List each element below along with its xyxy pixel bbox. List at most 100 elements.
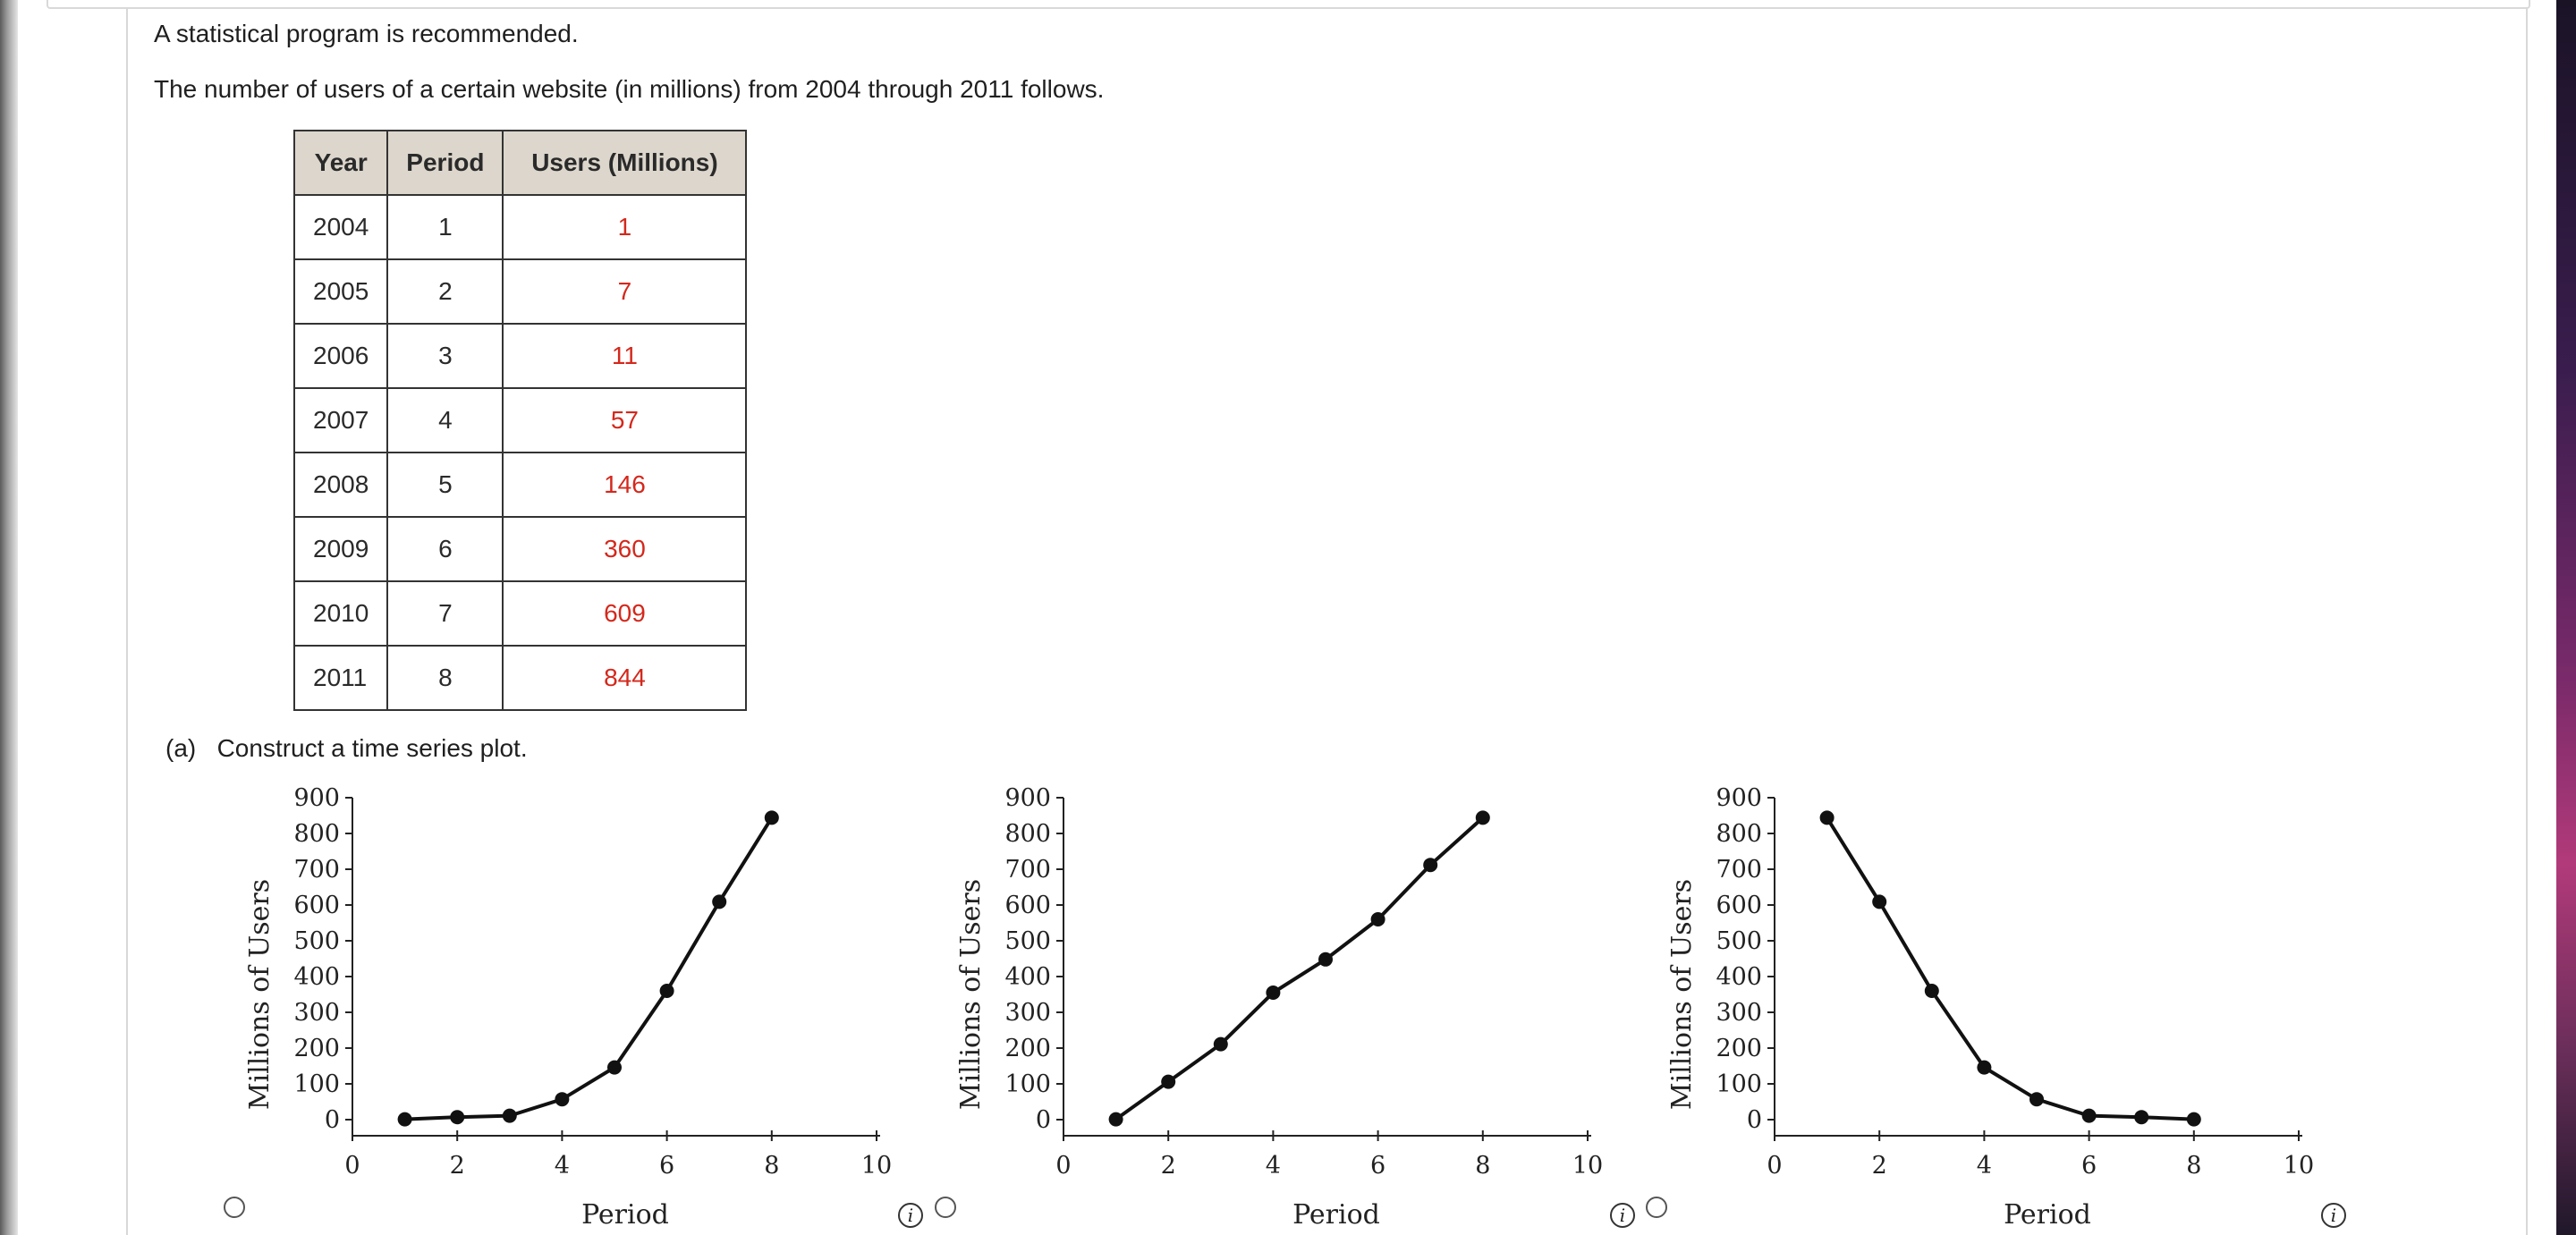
data-point [450,1110,465,1125]
x-tick-label: 6 [659,1152,674,1180]
cell-period: 5 [386,452,504,518]
x-tick-label: 4 [1977,1152,1992,1180]
y-tick-label: 600 [293,892,340,919]
y-tick-label: 600 [1004,892,1051,919]
y-tick-label: 600 [1716,892,1762,919]
x-tick-label: 8 [764,1152,779,1180]
y-tick-label: 0 [1747,1106,1762,1134]
y-tick-label: 0 [325,1106,340,1134]
cell-period: 2 [386,258,504,325]
cell-year: 2005 [292,258,389,325]
data-point [1213,1036,1228,1052]
series-line [1825,816,2194,1121]
x-tick-label: 0 [1767,1152,1782,1180]
x-tick-label: 2 [1161,1152,1176,1180]
option-3-info-icon[interactable]: i [2321,1203,2346,1228]
cell-users: 1 [502,194,748,260]
data-point [764,810,779,825]
time-series-chart-option-2: 0 100 200 300 400 500 600 700 800 900 0 2 4 6 8 10 Perio… [953,778,1632,1231]
x-axis-label: Period [1292,1199,1380,1231]
y-axis-label: Millions of Users [955,879,987,1110]
y-tick-label: 500 [1004,927,1051,955]
cell-users: 146 [502,452,748,518]
y-tick-label: 200 [1716,1035,1762,1062]
cell-period: 1 [386,194,504,260]
option-2-info-icon[interactable]: i [1610,1203,1635,1228]
y-tick-label: 500 [293,927,340,955]
cell-year: 2011 [292,645,389,711]
recommendation-note: A statistical program is recommended. [154,20,579,47]
data-point [2029,1092,2044,1107]
y-tick-label: 300 [293,999,340,1027]
table-row: 2011 8 844 [292,645,748,711]
answer-option-1-radio[interactable] [224,1197,245,1218]
y-axis-label: Millions of Users [1666,879,1698,1110]
data-point [712,894,727,909]
users-table: Year Period Users (Millions) 2004 1 1 20… [292,130,748,711]
y-tick-label: 200 [1004,1035,1051,1062]
cell-period: 3 [386,323,504,389]
data-point [607,1060,622,1075]
data-point [1370,912,1385,926]
y-tick-label: 100 [1716,1070,1762,1098]
y-tick-label: 800 [1004,820,1051,848]
data-point [659,984,674,998]
content-border-left [126,0,128,1235]
y-tick-label: 400 [1716,963,1762,991]
x-tick-label: 6 [1370,1152,1385,1180]
y-tick-label: 700 [293,856,340,884]
y-tick-label: 700 [1004,856,1051,884]
table-row: 2004 1 1 [292,194,748,260]
data-point [1318,952,1333,967]
y-tick-label: 500 [1716,927,1762,955]
y-tick-label: 300 [1004,999,1051,1027]
cell-year: 2008 [292,452,389,518]
answer-option-3-radio[interactable] [1646,1197,1667,1218]
cell-users: 844 [502,645,748,711]
option-1-info-icon[interactable]: i [898,1203,923,1228]
cell-period: 8 [386,645,504,711]
x-tick-label: 0 [1055,1152,1071,1180]
header-period: Period [386,130,504,196]
y-tick-label: 400 [1004,963,1051,991]
table-row: 2009 6 360 [292,516,748,582]
table-row: 2010 7 609 [292,580,748,647]
cell-year: 2009 [292,516,389,582]
series-line [1114,816,1485,1121]
data-point [1475,810,1490,825]
x-tick-label: 10 [861,1152,892,1180]
data-point [1108,1112,1123,1127]
y-tick-label: 800 [293,820,340,848]
cell-year: 2006 [292,323,389,389]
cell-year: 2007 [292,387,389,453]
data-point [1819,810,1835,825]
content-border-right [2526,0,2528,1235]
series-line [404,816,774,1121]
table-row: 2008 5 146 [292,452,748,518]
x-tick-label: 8 [1475,1152,1490,1180]
data-point [1872,894,1887,909]
y-tick-label: 900 [293,784,340,812]
data-point [397,1112,412,1127]
y-tick-label: 200 [293,1035,340,1062]
problem-description: The number of users of a certain website… [154,75,1105,103]
cell-users: 360 [502,516,748,582]
cell-period: 7 [386,580,504,647]
header-users: Users (Millions) [502,130,748,196]
previous-section-frame [47,0,2530,9]
answer-option-2-radio[interactable] [935,1197,956,1218]
y-tick-label: 0 [1036,1106,1051,1134]
y-tick-label: 900 [1716,784,1762,812]
y-tick-label: 100 [293,1070,340,1098]
y-tick-label: 900 [1004,784,1051,812]
cell-period: 4 [386,387,504,453]
y-axis-label: Millions of Users [244,879,275,1110]
y-tick-label: 800 [1716,820,1762,848]
data-point [502,1108,517,1123]
x-tick-label: 10 [1572,1152,1603,1180]
data-point [1423,858,1438,873]
chart-svg: 0 100 200 300 400 500 600 700 800 900 0 2 4 6 8 10 Perio… [955,784,1603,1231]
time-series-chart-option-3: 0 100 200 300 400 500 600 700 800 900 0 2 4 6 8 10 Perio… [1664,778,2343,1231]
header-year: Year [292,130,389,196]
part-a-heading: (a) Construct a time series plot. [165,734,528,763]
